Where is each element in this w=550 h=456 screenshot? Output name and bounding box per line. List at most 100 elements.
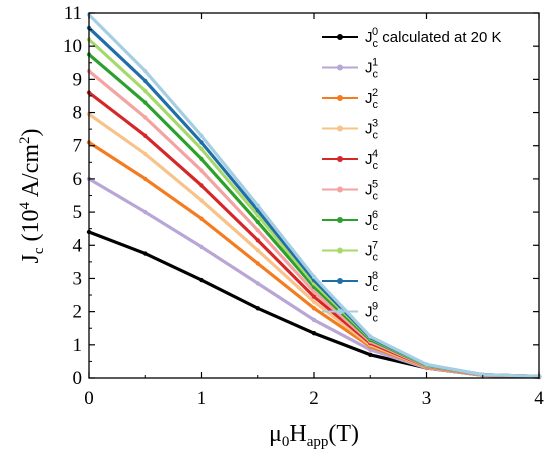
series-0-point-5 bbox=[368, 352, 373, 357]
legend-label-sup-4: 4 bbox=[372, 148, 378, 160]
series-line-8 bbox=[87, 26, 540, 378]
x-tick-label-0: 0 bbox=[84, 388, 94, 409]
legend-label-base-7: J bbox=[365, 243, 373, 260]
legend-label-base-0: J bbox=[365, 29, 373, 46]
y-label-sub-c: c bbox=[31, 247, 47, 254]
series-6-point-3 bbox=[255, 219, 260, 225]
legend-label-base-8: J bbox=[365, 273, 373, 290]
y-tick-label-9: 9 bbox=[73, 69, 83, 90]
series-5-point-2 bbox=[199, 168, 204, 173]
y-tick-label-2: 2 bbox=[73, 302, 83, 323]
series-3-point-4 bbox=[311, 299, 317, 304]
y-tick-label-11: 11 bbox=[64, 3, 82, 24]
series-2-point-3 bbox=[255, 261, 260, 266]
series-4-point-2 bbox=[199, 183, 204, 188]
x-label-sub0: 0 bbox=[282, 434, 290, 450]
x-label-mu: μ bbox=[269, 421, 282, 447]
legend-label-base-4: J bbox=[365, 151, 373, 168]
series-0-point-1 bbox=[143, 251, 148, 256]
series-6-point-1 bbox=[143, 100, 148, 105]
series-1-point-1 bbox=[143, 209, 148, 215]
y-label-pre: (10 bbox=[18, 209, 44, 247]
legend-label-sub-7: c bbox=[373, 252, 379, 264]
series-7-point-1 bbox=[143, 88, 148, 94]
series-7-point-2 bbox=[199, 146, 204, 152]
legend-label-sub-5: c bbox=[373, 191, 379, 203]
series-layer bbox=[86, 12, 542, 380]
legend-label-sup-0: 0 bbox=[372, 26, 378, 38]
series-5-point-3 bbox=[255, 228, 260, 233]
legend-label-sub-1: c bbox=[373, 69, 379, 81]
x-tick-label-4: 4 bbox=[534, 388, 544, 409]
series-9-point-4 bbox=[311, 274, 317, 279]
x-label-h: H bbox=[289, 421, 306, 447]
legend-label-sub-4: c bbox=[373, 160, 379, 172]
series-1-point-3 bbox=[255, 281, 260, 286]
series-0-point-3 bbox=[255, 306, 260, 311]
legend-label-base-5: J bbox=[365, 182, 373, 199]
y-tick-label-3: 3 bbox=[73, 268, 83, 289]
legend-label-5: Jc5 bbox=[365, 179, 379, 203]
legend-label-suffix-0: calculated at 20 K bbox=[378, 29, 501, 46]
legend-marker-8 bbox=[337, 278, 343, 284]
series-8-point-2 bbox=[199, 140, 204, 145]
y-label-post: ) bbox=[18, 128, 44, 136]
legend-marker-1 bbox=[337, 64, 343, 71]
series-line-7 bbox=[87, 38, 540, 378]
legend-label-base-1: J bbox=[365, 60, 373, 77]
legend-label-sub-2: c bbox=[373, 99, 379, 111]
x-axis-label: μ0Happ(T) bbox=[269, 421, 359, 450]
series-line-3 bbox=[88, 112, 540, 379]
series-9-point-3 bbox=[255, 203, 260, 208]
series-9-point-5 bbox=[368, 334, 373, 339]
legend-label-sub-6: c bbox=[373, 221, 379, 233]
legend-label-2: Jc2 bbox=[365, 87, 379, 111]
x-label-unit: (T) bbox=[328, 421, 359, 447]
series-5-point-4 bbox=[311, 289, 317, 294]
legend-label-sub-3: c bbox=[373, 130, 379, 142]
legend-marker-5 bbox=[337, 186, 343, 193]
series-0-point-2 bbox=[199, 277, 204, 283]
legend-label-sub-8: c bbox=[373, 282, 379, 294]
series-1-point-4 bbox=[311, 317, 317, 323]
legend-marker-3 bbox=[337, 125, 343, 132]
x-tick-label-3: 3 bbox=[422, 388, 432, 409]
legend-label-6: Jc6 bbox=[365, 209, 379, 233]
y-tick-label-1: 1 bbox=[73, 335, 83, 356]
series-4-point-4 bbox=[311, 294, 317, 299]
legend-label-sub-0: c bbox=[373, 38, 379, 50]
y-label-sup2: 2 bbox=[17, 136, 33, 144]
series-5-point-1 bbox=[143, 115, 148, 120]
legend-label-base-2: J bbox=[365, 90, 373, 107]
legend-label-sub-9: c bbox=[373, 313, 379, 325]
series-2-point-2 bbox=[199, 216, 204, 221]
legend-label-1: Jc1 bbox=[365, 57, 379, 81]
y-label-j: J bbox=[18, 254, 44, 263]
series-1-point-2 bbox=[199, 244, 204, 250]
series-9-point-7 bbox=[480, 372, 485, 377]
series-3-point-2 bbox=[199, 198, 204, 203]
series-9-point-1 bbox=[143, 68, 148, 74]
legend: Jc0 calculated at 20 KJc1Jc2Jc3Jc4Jc5Jc6… bbox=[322, 26, 502, 325]
legend-label-sup-8: 8 bbox=[372, 270, 378, 282]
y-axis-label: Jc (104 A/cm2) bbox=[17, 128, 47, 263]
legend-label-0: Jc0 calculated at 20 K bbox=[365, 26, 502, 50]
legend-marker-9 bbox=[337, 308, 343, 315]
legend-marker-0 bbox=[337, 34, 343, 40]
legend-label-sup-2: 2 bbox=[372, 87, 378, 99]
y-label-mid: A/cm bbox=[18, 144, 44, 202]
x-tick-label-2: 2 bbox=[309, 388, 319, 409]
legend-label-4: Jc4 bbox=[365, 148, 379, 172]
series-4-point-1 bbox=[143, 133, 148, 138]
y-label-sup4: 4 bbox=[17, 201, 33, 209]
series-line-0 bbox=[88, 230, 540, 379]
legend-marker-7 bbox=[337, 247, 343, 254]
x-label-sub-app: app bbox=[307, 434, 329, 450]
legend-label-sup-1: 1 bbox=[372, 57, 378, 69]
series-3-point-3 bbox=[255, 248, 260, 253]
series-3-point-1 bbox=[143, 151, 148, 157]
y-tick-label-6: 6 bbox=[73, 169, 83, 190]
legend-label-base-9: J bbox=[365, 304, 373, 321]
